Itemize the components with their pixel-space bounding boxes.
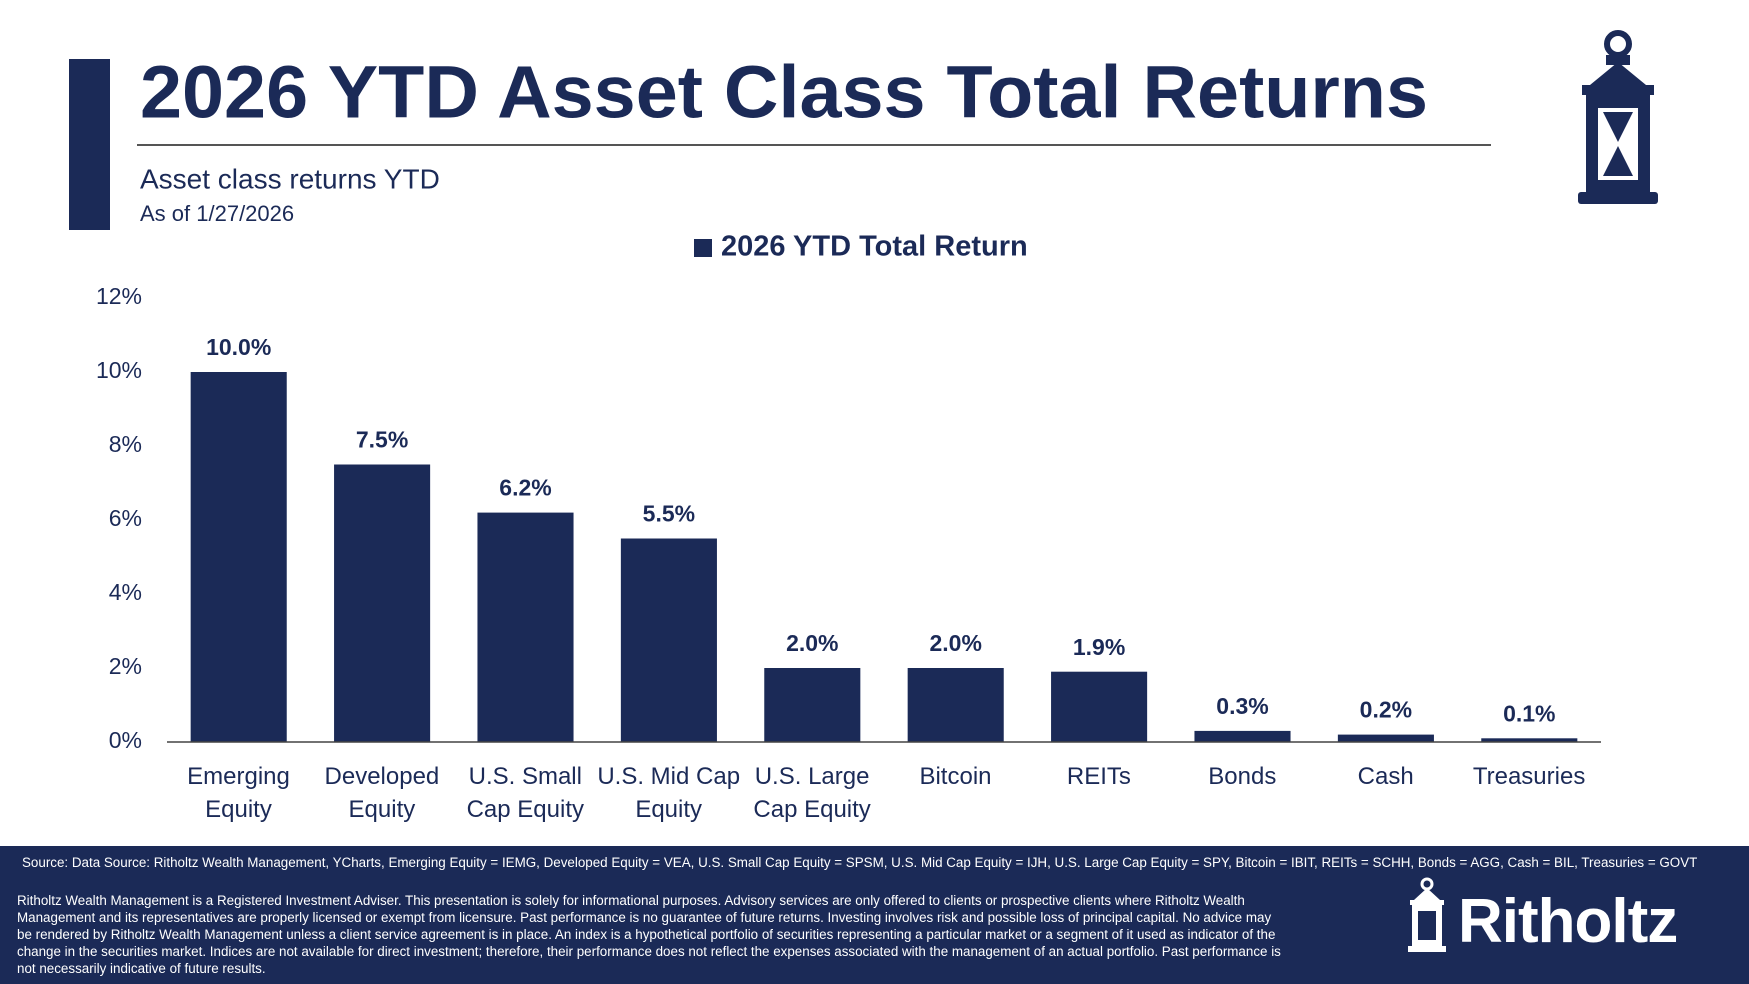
chart-title: 2026 YTD Asset Class Total Returns bbox=[140, 51, 1428, 134]
value-label: 2.0% bbox=[929, 630, 981, 656]
bar bbox=[190, 372, 287, 742]
value-label: 1.9% bbox=[1073, 634, 1125, 660]
bar bbox=[1337, 734, 1434, 742]
value-label: 2.0% bbox=[786, 630, 838, 656]
y-tick-label: 10% bbox=[96, 357, 142, 383]
bar bbox=[620, 538, 717, 742]
x-tick-label: Bonds bbox=[1208, 763, 1277, 790]
value-label: 7.5% bbox=[356, 427, 408, 453]
accent-bar bbox=[69, 59, 110, 230]
bar bbox=[907, 668, 1004, 742]
legend-swatch bbox=[694, 239, 712, 257]
x-tick-label: Treasuries bbox=[1472, 763, 1586, 790]
x-tick-label: U.S. Small Cap Equity bbox=[466, 763, 584, 823]
value-label: 0.1% bbox=[1503, 700, 1555, 726]
value-label: 10.0% bbox=[206, 334, 271, 360]
y-tick-label: 0% bbox=[109, 727, 142, 753]
x-tick-label: REITs bbox=[1066, 763, 1131, 790]
date-note: As of 1/27/2026 bbox=[140, 201, 294, 226]
brand-name: Ritholtz bbox=[1458, 887, 1678, 956]
x-tick-label: Emerging Equity bbox=[187, 763, 290, 823]
y-tick-label: 2% bbox=[109, 653, 142, 679]
source-note: Source: Data Source: Ritholtz Wealth Man… bbox=[22, 855, 1698, 870]
x-tick-label: Developed Equity bbox=[324, 763, 440, 823]
bar bbox=[477, 512, 574, 742]
x-tick-label: Bitcoin bbox=[919, 763, 992, 790]
value-label: 0.2% bbox=[1360, 697, 1412, 723]
bar bbox=[1481, 738, 1578, 742]
value-label: 5.5% bbox=[643, 501, 695, 527]
lantern-icon bbox=[1578, 30, 1658, 204]
y-tick-label: 12% bbox=[96, 283, 142, 309]
y-tick-label: 6% bbox=[109, 505, 142, 531]
footer: Source: Data Source: Ritholtz Wealth Man… bbox=[0, 846, 1749, 984]
y-tick-label: 4% bbox=[109, 579, 142, 605]
x-tick-label: U.S. Large Cap Equity bbox=[753, 763, 871, 823]
bar bbox=[1194, 730, 1291, 742]
value-label: 0.3% bbox=[1216, 693, 1268, 719]
legend-label: 2026 YTD Total Return bbox=[721, 231, 1028, 263]
value-label: 6.2% bbox=[499, 475, 551, 501]
disclaimer: Ritholtz Wealth Management is a Register… bbox=[17, 893, 1281, 976]
bar bbox=[1051, 671, 1148, 742]
bar bbox=[764, 668, 861, 742]
bar bbox=[334, 464, 431, 742]
subtitle: Asset class returns YTD bbox=[140, 163, 440, 194]
brand-icon bbox=[1408, 877, 1446, 952]
x-tick-label: Cash bbox=[1357, 763, 1414, 790]
x-tick-label: U.S. Mid Cap Equity bbox=[597, 763, 741, 823]
y-tick-label: 8% bbox=[109, 431, 142, 457]
